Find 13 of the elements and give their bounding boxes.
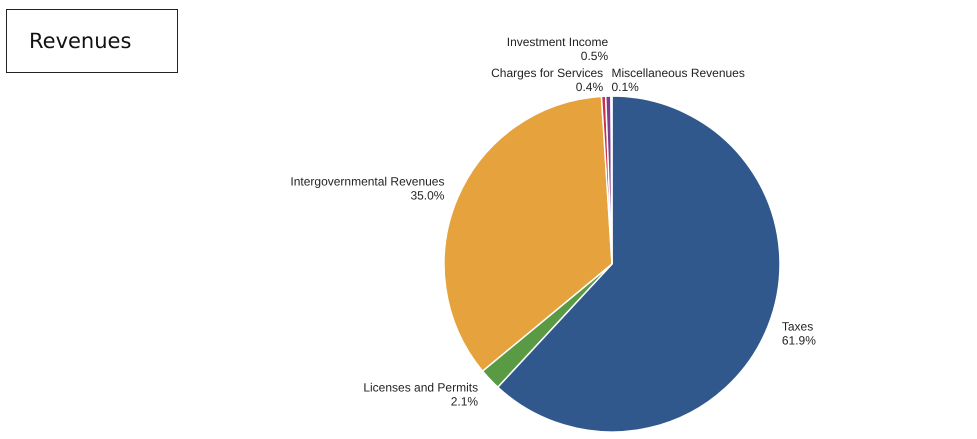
slice-label: Investment Income bbox=[506, 35, 608, 50]
data-label: 0.5% bbox=[580, 49, 608, 64]
text: Revenues bbox=[6, 9, 178, 73]
slice-label: Charges for Services bbox=[491, 66, 604, 80]
slice-label: Miscellaneous Revenues bbox=[611, 66, 745, 80]
data-label: 0.1% bbox=[611, 80, 640, 94]
data-label: 61.9% bbox=[782, 333, 816, 348]
data-label: 2.1% bbox=[450, 394, 478, 408]
slice-label: Taxes bbox=[782, 319, 814, 334]
data-label: 0.4% bbox=[576, 80, 604, 94]
data-label: 35.0% bbox=[410, 188, 445, 203]
slice-label: Intergovernmental Revenues bbox=[290, 174, 444, 189]
slice-label: Licenses and Permits bbox=[363, 380, 478, 394]
